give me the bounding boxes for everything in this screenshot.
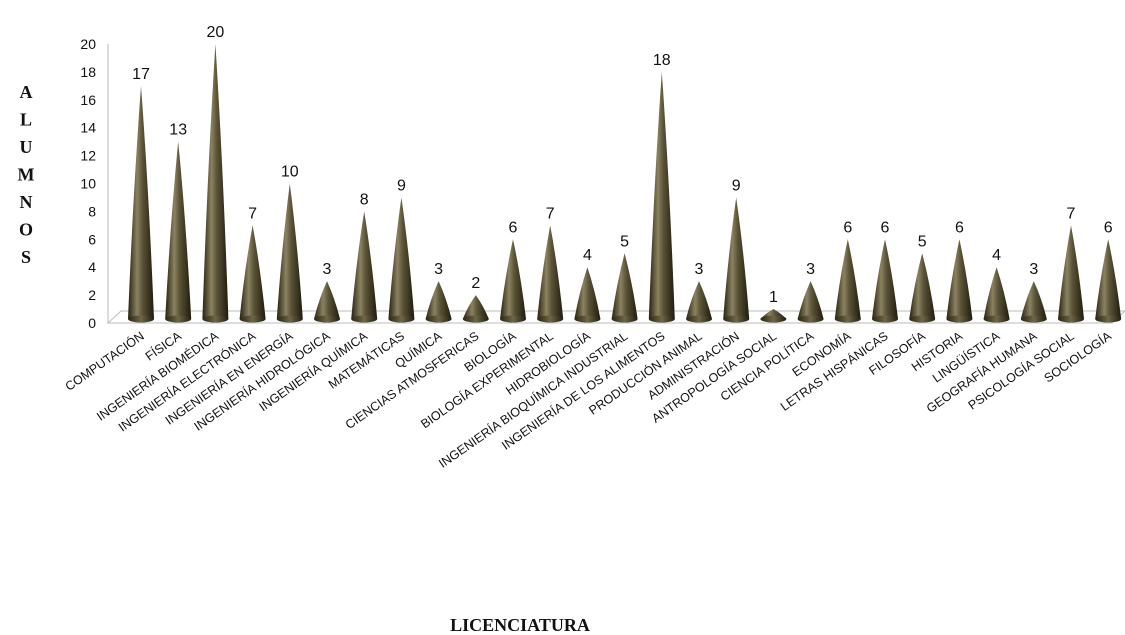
data-label: 3	[806, 261, 815, 278]
data-label: 7	[248, 205, 257, 222]
chart-floor	[106, 44, 1125, 324]
data-label: 6	[509, 219, 518, 236]
data-label: 7	[1067, 205, 1076, 222]
bars-layer	[128, 44, 1122, 323]
bar-cone	[128, 85, 154, 323]
bar-cone	[983, 267, 1010, 323]
data-label: 3	[323, 261, 332, 278]
bar-cone	[723, 197, 750, 323]
bar-cone	[611, 253, 638, 323]
bar-cone	[686, 281, 712, 323]
data-label: 10	[281, 164, 299, 181]
x-axis-title: LICENCIATURA	[450, 615, 590, 635]
data-label: 6	[881, 219, 890, 236]
y-tick-label: 10	[80, 176, 96, 192]
data-label: 3	[1029, 261, 1038, 278]
y-tick-label: 18	[80, 64, 96, 80]
bar-cone	[202, 44, 229, 323]
data-label: 6	[843, 219, 852, 236]
bar-cone	[760, 309, 787, 323]
data-label: 1	[769, 289, 778, 306]
data-label: 2	[471, 275, 480, 292]
data-label: 3	[434, 261, 443, 278]
data-label: 8	[360, 191, 369, 208]
y-tick-label: 0	[88, 315, 96, 331]
bar-cone	[1020, 281, 1047, 323]
data-label: 3	[695, 261, 704, 278]
y-tick-label: 2	[88, 287, 96, 303]
data-label: 17	[132, 66, 150, 83]
bar-cone	[351, 211, 378, 323]
y-tick-label: 4	[88, 259, 96, 275]
bar-cone	[500, 239, 526, 323]
data-label: 5	[918, 233, 927, 250]
bar-cone	[276, 183, 303, 323]
data-label: 13	[169, 122, 187, 139]
data-label: 4	[992, 247, 1001, 264]
data-label: 5	[620, 233, 629, 250]
y-tick-label: 14	[80, 120, 96, 136]
y-tick-label: 6	[88, 231, 96, 247]
bar-cone	[574, 267, 601, 323]
data-label: 4	[583, 247, 592, 264]
bar-cone	[946, 239, 973, 323]
bar-cone	[165, 141, 192, 323]
bar-cone	[239, 225, 266, 323]
bar-cone	[648, 71, 675, 323]
data-label: 20	[207, 24, 225, 41]
bar-cone	[834, 239, 861, 323]
bar-cone	[872, 239, 898, 323]
y-axis: 0 2 4 6 8 10 12 14 16 18 20	[80, 36, 96, 331]
y-tick-label: 16	[80, 92, 96, 108]
bar-cone	[909, 253, 936, 323]
bar-cone	[388, 197, 415, 323]
data-label: 6	[955, 219, 964, 236]
bar-cone	[1058, 225, 1084, 323]
y-tick-label: 8	[88, 203, 96, 219]
y-tick-label: 12	[80, 148, 96, 164]
data-label: 7	[546, 205, 555, 222]
bar-cone	[314, 281, 340, 323]
data-label: 6	[1104, 219, 1113, 236]
y-tick-label: 20	[80, 36, 96, 52]
bar-cone	[462, 295, 489, 323]
bar-cone	[1095, 239, 1122, 323]
bar-cone	[537, 225, 564, 323]
bar-cone	[797, 281, 824, 323]
data-label: 9	[732, 177, 741, 194]
bar-cone	[425, 281, 452, 323]
data-label: 18	[653, 52, 671, 69]
data-label: 9	[397, 177, 406, 194]
